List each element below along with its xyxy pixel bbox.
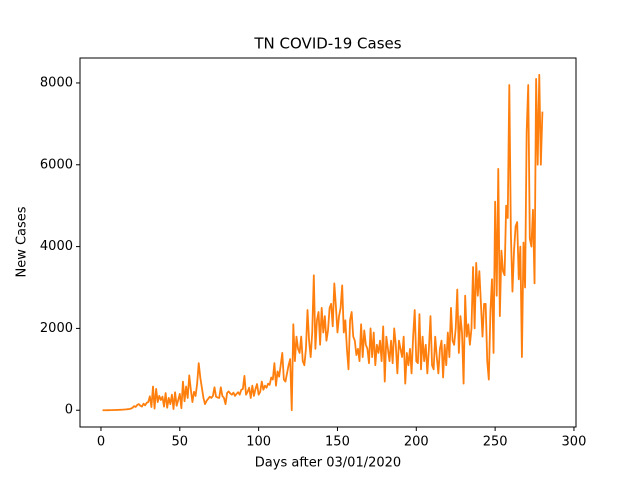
x-tick-label: 100 [246,435,271,450]
y-tick-label: 4000 [40,239,73,254]
x-tick-label: 250 [483,435,508,450]
data-line [102,73,544,412]
x-tick-label: 200 [404,435,429,450]
chart-title: TN COVID-19 Cases [253,35,401,53]
x-axis-label: Days after 03/01/2020 [255,456,401,471]
y-tick-label: 6000 [40,157,73,172]
y-tick-label: 2000 [40,321,73,336]
y-tick-label: 0 [65,403,73,418]
x-tick-label: 300 [562,435,587,450]
x-tick-label: 50 [172,435,189,450]
axes-frame [79,57,577,428]
y-tick-label: 8000 [40,75,73,90]
y-axis-label: New Cases [15,206,30,277]
x-tick-label: 150 [325,435,350,450]
x-tick-label: 0 [97,435,105,450]
